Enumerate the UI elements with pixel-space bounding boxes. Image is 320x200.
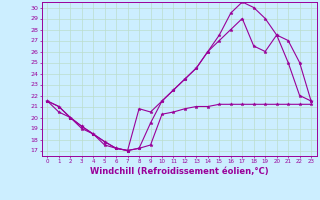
X-axis label: Windchill (Refroidissement éolien,°C): Windchill (Refroidissement éolien,°C) — [90, 167, 268, 176]
